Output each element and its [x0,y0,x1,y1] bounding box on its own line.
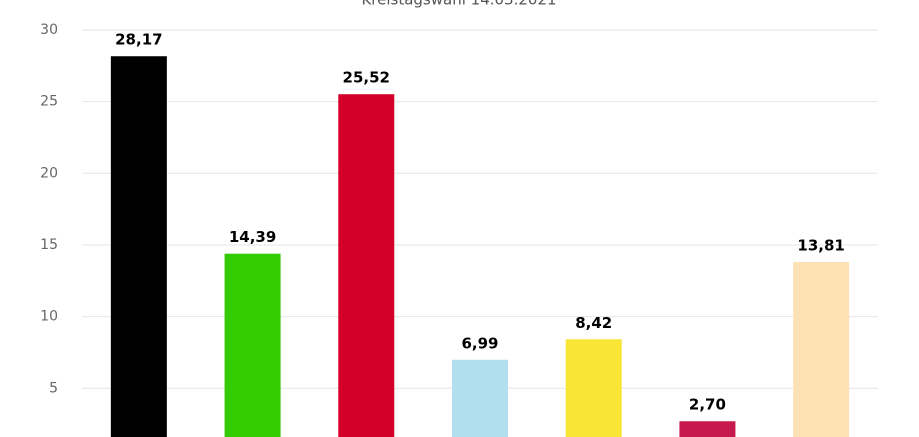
y-tick-label: 15 [40,237,58,253]
bar [338,94,395,437]
value-label: 8,42 [575,314,612,332]
bar [110,56,167,437]
value-label: 6,99 [461,334,498,352]
value-label: 2,70 [689,396,726,414]
value-label: 25,52 [343,69,390,87]
value-label: 13,81 [797,237,844,255]
y-tick-label: 20 [40,165,58,181]
y-tick-label: 30 [40,22,58,38]
y-tick-label: 25 [40,94,58,110]
value-label: 14,39 [229,228,276,246]
bar [793,262,850,437]
y-tick-label: 10 [40,309,58,325]
bar [565,339,622,437]
bar [224,253,281,437]
bar [452,359,508,437]
y-tick-label: 5 [49,380,58,396]
value-label: 28,17 [115,31,162,49]
bar [679,421,736,437]
chart-title: Kreistagswahl 14.03.2021 [361,0,556,9]
